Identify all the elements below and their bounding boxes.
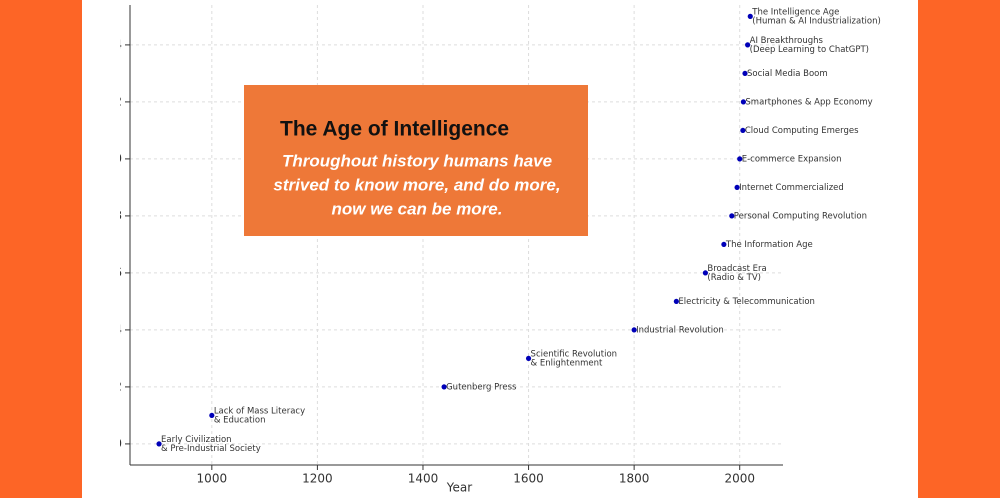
point-label: Cloud Computing Emerges [745, 126, 859, 136]
y-tick-label: 12 [107, 94, 122, 108]
x-tick-label: 1600 [513, 472, 544, 486]
x-tick-label: 1400 [408, 472, 439, 486]
x-axis-label: Year [446, 481, 472, 495]
point-label: (Radio & TV) [707, 273, 761, 283]
point-label: Smartphones & App Economy [745, 97, 872, 107]
y-tick-label: 14 [107, 37, 122, 51]
y-tick-label: 6 [114, 265, 122, 279]
data-point [721, 241, 727, 248]
data-point [156, 441, 162, 447]
y-tick-label: 2 [114, 379, 122, 393]
point-label: & Enlightenment [531, 358, 603, 368]
point-label: The Intelligence Age [751, 7, 839, 17]
point-label: (Human & AI Industrialization) [752, 16, 881, 26]
point-label: & Education [214, 415, 266, 425]
data-point [740, 127, 746, 134]
point-label: Social Media Boom [747, 69, 828, 79]
point-label: Gutenberg Press [446, 382, 517, 392]
data-point [734, 184, 740, 191]
point-label: AI Breakthroughs [750, 36, 824, 46]
y-tick-label: 10 [107, 151, 122, 165]
x-tick-label: 1800 [619, 472, 650, 486]
overlay-text: Throughout history humans have strived to… [273, 151, 560, 218]
point-label: Scientific Revolution [531, 349, 618, 359]
data-point [441, 384, 447, 390]
data-point [742, 70, 748, 77]
point-label: Electricity & Telecommunication [678, 297, 815, 307]
x-tick-label: 1200 [302, 472, 333, 486]
data-point [729, 213, 735, 219]
overlay-line: Throughout history humans have [282, 151, 552, 170]
y-tick-label: 4 [114, 322, 122, 336]
point-label: Early Civilization [161, 435, 232, 445]
point-label: (Deep Learning to ChatGPT) [750, 45, 869, 55]
point-label: Internet Commercialized [739, 183, 844, 193]
point-label: Lack of Mass Literacy [214, 406, 305, 416]
data-point [631, 327, 637, 333]
overlay-box [244, 85, 588, 236]
y-tick-labels: 0 2 4 6 8 10 12 14 [107, 37, 122, 450]
overlay-line: now we can be more. [332, 199, 503, 218]
overlay-line: strived to know more, and do more, [273, 175, 560, 194]
data-point [673, 298, 679, 305]
x-tick-label: 2000 [724, 472, 755, 486]
point-label: Industrial Revolution [636, 325, 724, 335]
point-label: Broadcast Era [707, 264, 766, 274]
data-point [745, 42, 751, 48]
left-border [0, 0, 82, 498]
data-point [740, 99, 747, 105]
x-tick-label: 1000 [197, 472, 228, 486]
data-point [702, 270, 709, 276]
y-tick-label: 0 [114, 436, 122, 450]
data-point [525, 355, 532, 362]
overlay-title: The Age of Intelligence [280, 118, 509, 141]
point-label: E-commerce Expansion [742, 154, 842, 164]
right-border [918, 0, 1000, 498]
plot: 1000 1200 1400 1600 1800 2000 0 2 4 6 8 10 12 14 Year E… [107, 5, 881, 495]
data-point [747, 13, 753, 20]
data-point [209, 412, 215, 419]
point-label: The Information Age [725, 240, 813, 250]
y-tick-label: 8 [114, 208, 122, 222]
data-point [737, 156, 743, 162]
point-label: & Pre-Industrial Society [161, 444, 261, 454]
point-label: Personal Computing Revolution [734, 211, 867, 221]
